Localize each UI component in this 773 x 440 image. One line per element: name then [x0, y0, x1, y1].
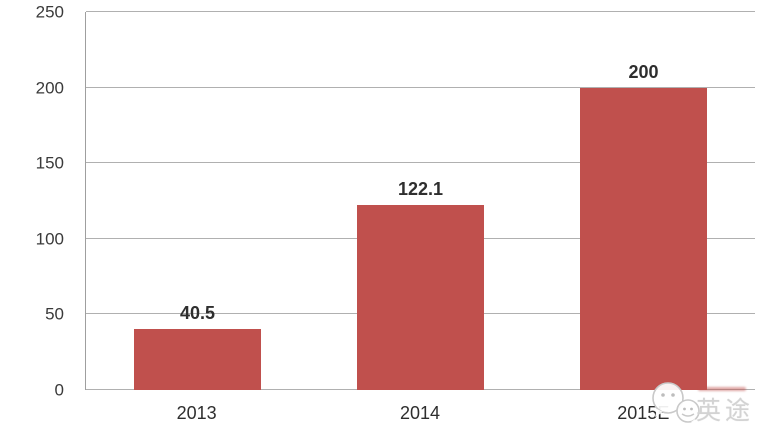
bar-slot: 122.1	[309, 12, 532, 390]
bar-slot: 40.5	[86, 12, 309, 390]
x-tick-label: 2015E	[617, 403, 670, 423]
y-tick-label: 200	[35, 78, 64, 98]
y-tick-label: 50	[45, 304, 64, 324]
bar-value-label: 122.1	[397, 179, 444, 200]
plot-area: 40.5 122.1 200	[85, 11, 755, 390]
x-axis: 2013 2014 2015E	[85, 390, 755, 440]
y-tick-label: 250	[35, 2, 64, 22]
bar-value-label: 40.5	[179, 302, 216, 323]
gridline	[86, 86, 755, 88]
bar	[579, 87, 708, 390]
x-tick-label: 2014	[399, 403, 441, 423]
y-tick-label: 100	[35, 229, 64, 249]
bar	[356, 205, 485, 390]
bar-value-label: 200	[628, 61, 659, 82]
y-tick-label: 150	[35, 153, 64, 173]
bar	[133, 328, 262, 390]
gridline	[86, 162, 755, 164]
bar-slot: 200	[532, 12, 755, 390]
y-axis: 0 50 100 150 200 250	[0, 4, 64, 399]
y-tick-label: 0	[54, 380, 64, 400]
x-tick-label: 2013	[176, 403, 217, 423]
bars: 40.5 122.1 200	[86, 12, 755, 390]
gridline	[86, 11, 755, 12]
